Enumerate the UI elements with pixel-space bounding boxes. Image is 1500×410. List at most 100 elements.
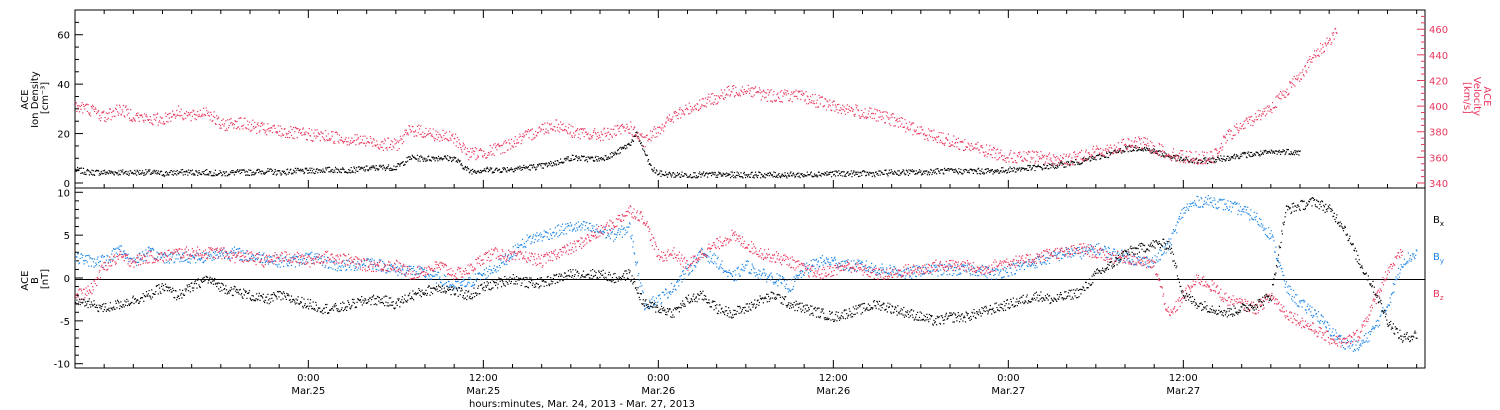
velocity-point xyxy=(277,131,279,133)
velocity-point xyxy=(770,100,772,102)
by-point xyxy=(596,230,598,232)
by-point xyxy=(252,255,254,257)
by-point xyxy=(624,234,626,236)
velocity-point xyxy=(206,110,208,112)
by-point xyxy=(99,260,102,263)
velocity-point xyxy=(1023,157,1026,159)
velocity-point xyxy=(586,134,589,136)
by-point xyxy=(622,228,624,230)
density-point xyxy=(907,171,909,173)
velocity-point xyxy=(971,145,973,147)
density-point xyxy=(458,161,461,163)
density-point xyxy=(142,172,144,174)
velocity-point xyxy=(1168,154,1170,156)
density-point xyxy=(906,170,908,172)
by-point xyxy=(748,272,750,274)
velocity-point xyxy=(978,149,980,151)
velocity-point xyxy=(299,128,301,130)
density-point xyxy=(342,167,344,169)
density-point xyxy=(665,171,667,173)
velocity-point xyxy=(1241,125,1243,127)
by-point xyxy=(376,261,379,264)
velocity-point xyxy=(362,135,364,137)
velocity-point xyxy=(1011,157,1013,159)
density-point xyxy=(111,171,113,173)
density-point xyxy=(1052,166,1054,168)
velocity-point xyxy=(582,129,585,131)
velocity-point xyxy=(775,99,778,101)
velocity-point xyxy=(818,94,820,97)
density-point xyxy=(1142,150,1144,152)
density-point xyxy=(1230,158,1232,160)
velocity-point xyxy=(244,117,246,119)
density-point xyxy=(321,171,323,173)
velocity-point xyxy=(482,156,484,158)
density-point xyxy=(254,173,256,175)
density-point xyxy=(428,155,430,157)
velocity-point xyxy=(88,112,90,114)
velocity-point xyxy=(1166,155,1168,157)
density-point xyxy=(502,167,504,169)
density-point xyxy=(580,159,582,161)
density-point xyxy=(999,172,1001,174)
velocity-point xyxy=(1218,152,1220,154)
velocity-point xyxy=(794,95,797,97)
density-point xyxy=(339,171,341,173)
velocity-point xyxy=(1117,142,1119,144)
velocity-point xyxy=(1076,156,1078,158)
density-point xyxy=(330,169,332,171)
by-point xyxy=(227,258,229,260)
by-point xyxy=(281,262,283,264)
velocity-point xyxy=(303,134,305,136)
by-point xyxy=(270,261,272,263)
velocity-point xyxy=(1315,56,1317,58)
density-point xyxy=(1288,153,1290,155)
by-point xyxy=(461,284,463,286)
density-point xyxy=(155,172,157,174)
velocity-point xyxy=(573,132,575,134)
density-point xyxy=(460,164,462,166)
velocity-point xyxy=(234,120,236,122)
by-point xyxy=(519,244,522,246)
velocity-point xyxy=(183,112,186,114)
density-point xyxy=(451,159,453,161)
velocity-point xyxy=(542,128,545,131)
density-point xyxy=(487,167,489,169)
by-point xyxy=(478,272,480,274)
velocity-point xyxy=(491,154,493,156)
density-point xyxy=(882,173,884,175)
by-point xyxy=(684,273,686,275)
velocity-point xyxy=(609,133,611,135)
by-point xyxy=(545,231,547,233)
velocity-point xyxy=(99,114,101,117)
density-point xyxy=(917,172,919,174)
density-point xyxy=(968,170,970,172)
velocity-point xyxy=(1131,144,1133,146)
by-point xyxy=(549,228,551,230)
velocity-point xyxy=(635,134,637,136)
by-point xyxy=(271,262,274,264)
density-point xyxy=(356,170,358,173)
by-point xyxy=(633,252,635,254)
by-point xyxy=(693,257,695,259)
top-left-tick-label: 20 xyxy=(57,130,70,141)
velocity-point xyxy=(1238,130,1240,132)
velocity-point xyxy=(1014,152,1016,154)
by-point xyxy=(369,258,371,261)
by-point xyxy=(495,271,497,273)
velocity-point xyxy=(278,134,280,136)
density-point xyxy=(1168,156,1170,158)
velocity-point xyxy=(561,129,564,131)
density-point xyxy=(645,154,648,156)
by-point xyxy=(728,269,730,271)
density-point xyxy=(820,175,822,177)
by-point xyxy=(431,274,433,276)
density-point xyxy=(1098,154,1100,156)
by-point xyxy=(698,252,700,254)
velocity-point xyxy=(144,119,146,121)
velocity-point xyxy=(1008,154,1010,156)
velocity-point xyxy=(672,116,674,118)
density-point xyxy=(297,167,299,170)
by-point xyxy=(269,256,272,258)
density-point xyxy=(466,169,468,171)
